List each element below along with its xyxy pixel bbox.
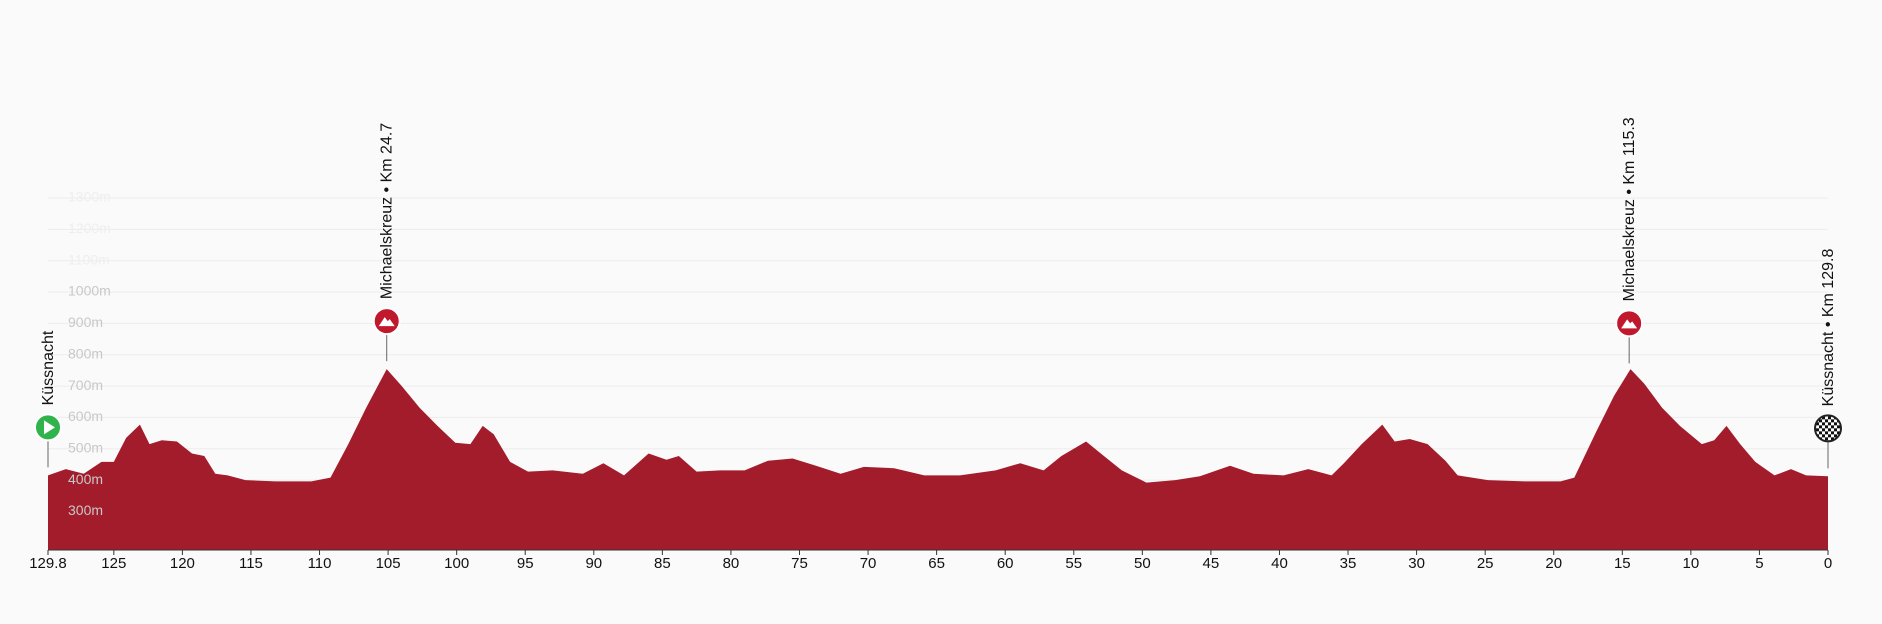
x-tick-label: 100 (444, 555, 469, 572)
marker-label: Küssnacht (40, 330, 57, 405)
x-tick-label: 15 (1614, 555, 1631, 572)
x-tick-label: 125 (101, 555, 126, 572)
x-tick-label: 80 (723, 555, 740, 572)
x-tick-label: 5 (1755, 555, 1763, 572)
x-tick-label: 60 (997, 555, 1014, 572)
y-tick-label: 500m (68, 439, 103, 455)
x-tick-label: 70 (860, 555, 877, 572)
y-tick-label: 400m (68, 471, 103, 487)
x-tick-label: 115 (239, 555, 263, 572)
x-tick-label: 0 (1824, 555, 1832, 572)
y-tick-label: 800m (68, 345, 103, 361)
y-tick-label: 900m (68, 314, 103, 330)
marker-icon (1814, 414, 1842, 443)
elevation-area (48, 369, 1828, 550)
x-tick-label: 85 (654, 555, 671, 572)
y-tick-label: 1100m (68, 251, 110, 267)
x-tick-label: 10 (1683, 555, 1700, 572)
y-tick-label: 1000m (68, 283, 111, 299)
x-tick-label: 25 (1477, 555, 1494, 572)
climb-mountain (1621, 319, 1638, 329)
x-tick-label: 50 (1134, 555, 1151, 572)
x-tick-label: 75 (791, 555, 808, 572)
x-tick-label: 45 (1203, 555, 1220, 572)
x-tick-label: 105 (376, 555, 401, 572)
x-tick-label: 110 (308, 555, 332, 572)
marker-icon (372, 307, 401, 336)
marker-label: Küssnacht • Km 129.8 (1820, 249, 1837, 407)
y-tick-label: 700m (68, 377, 103, 393)
x-tick-label: 120 (170, 555, 195, 572)
x-tick-label: 20 (1545, 555, 1562, 572)
marker-icon (34, 413, 62, 442)
y-tick-label: 1300m (68, 189, 111, 205)
x-tick-label: 95 (517, 555, 534, 572)
y-tick-label: 1200m (68, 220, 111, 236)
x-tick-label: 40 (1271, 555, 1288, 572)
x-tick-label: 35 (1340, 555, 1357, 572)
x-tick-label: 65 (928, 555, 945, 572)
x-tick-label: 90 (585, 555, 602, 572)
x-tick-label: 55 (1065, 555, 1082, 572)
finish-icon (1814, 414, 1842, 443)
climb-mountain (378, 317, 395, 327)
marker-icon (1615, 309, 1644, 338)
start-arrow (44, 420, 55, 435)
y-tick-label: 300m (68, 502, 103, 518)
x-tick-label: 30 (1408, 555, 1425, 572)
x-tick-label: 129.8 (29, 555, 67, 572)
marker-label: Michaelskreuz • Km 24.7 (379, 123, 396, 299)
marker-label: Michaelskreuz • Km 115.3 (1621, 117, 1638, 301)
y-tick-label: 600m (68, 408, 103, 424)
